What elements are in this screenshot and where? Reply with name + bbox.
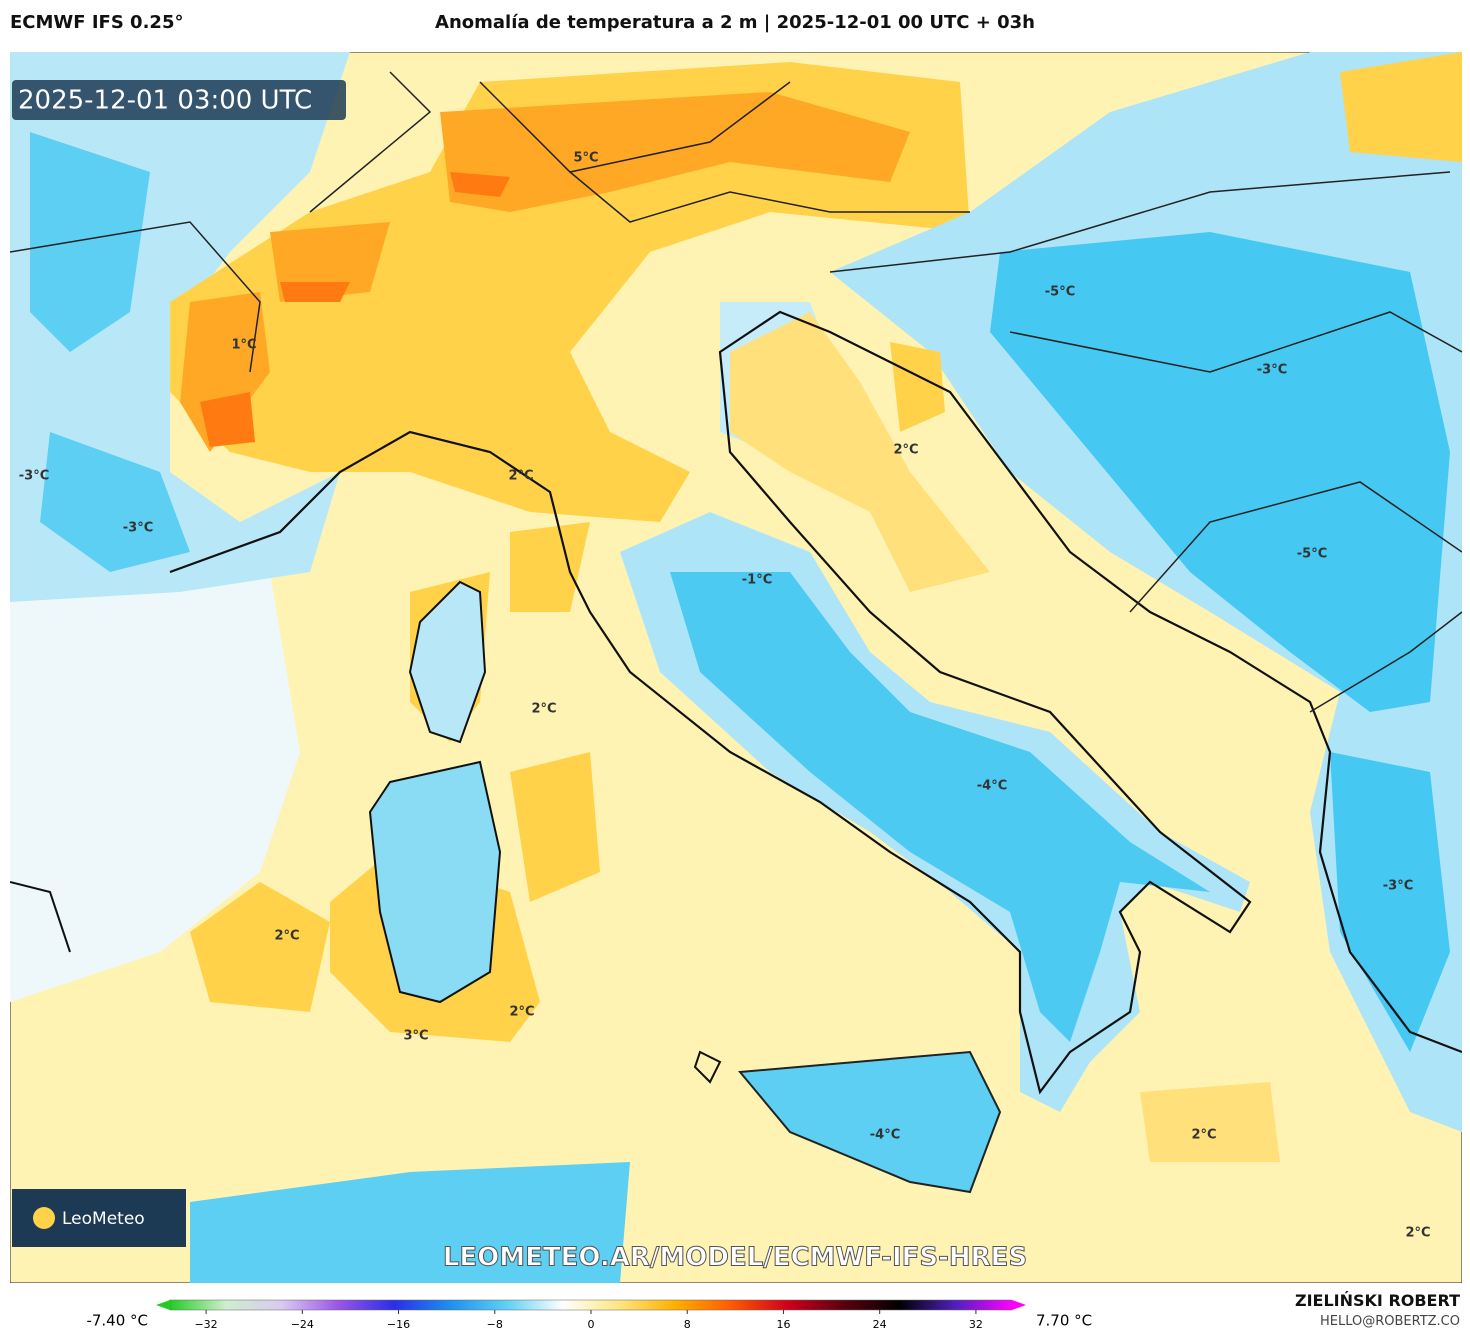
colorbar-max: 7.70 °C — [1036, 1312, 1092, 1330]
map: 5°C 1°C -3°C -3°C 2°C 2°C -1°C -5°C -3°C -5°C 2°C 2… — [10, 52, 1462, 1283]
model-name: ECMWF IFS 0.25° — [10, 12, 184, 33]
warm-area — [190, 522, 600, 1042]
warm-area — [730, 312, 1280, 1162]
logo: LeoMeteo — [62, 1209, 145, 1229]
neutral-area — [10, 522, 300, 1002]
contour-label: 2°C — [508, 469, 533, 484]
contour-label: -4°C — [870, 1128, 900, 1143]
chart-title: Anomalía de temperatura a 2 m | 2025-12-… — [435, 12, 1035, 33]
author: ZIELIŃSKI ROBERT — [1294, 1291, 1460, 1310]
contour-label: -3°C — [19, 469, 49, 484]
contour-label: -5°C — [1297, 547, 1327, 562]
colorbar: -7.40 °C 7.70 °C −32 −24 −16 −8 0 8 16 24 32 — [86, 1299, 1092, 1331]
border — [10, 71, 1462, 713]
colorbar-tick-label: 0 — [588, 1318, 595, 1331]
colorbar-tick-label: 32 — [969, 1318, 983, 1331]
cold-area — [190, 1162, 630, 1283]
contour-label: -3°C — [1383, 879, 1413, 894]
contour-label: 2°C — [1191, 1128, 1216, 1143]
cold-area — [990, 232, 1450, 1052]
contour-label: 2°C — [1405, 1226, 1430, 1241]
contour-label: 5°C — [573, 151, 598, 166]
island — [368, 760, 502, 1004]
colorbar-tick-label: −24 — [291, 1318, 314, 1331]
cold-area — [670, 572, 1210, 1042]
timestamp-box — [12, 80, 346, 120]
colorbar-tick-label: 16 — [776, 1318, 790, 1331]
contour-label: -1°C — [742, 573, 772, 588]
colorbar-tick-label: −8 — [487, 1318, 503, 1331]
colorbar-tick-label: −32 — [194, 1318, 217, 1331]
warm-area — [180, 92, 910, 452]
coastline — [693, 1050, 722, 1084]
watermark: LEOMETEO.AR/MODEL/ECMWF-IFS-HRES — [443, 1243, 1027, 1273]
coastline — [169, 310, 1462, 1095]
colorbar-bar — [169, 1299, 1013, 1311]
contour-label: 2°C — [893, 443, 918, 458]
contour-label: 3°C — [403, 1029, 428, 1044]
colorbar-tick-label: 24 — [873, 1318, 887, 1331]
colorbar-end — [1012, 1300, 1026, 1310]
colorbar-tick-label: −16 — [387, 1318, 410, 1331]
contour-label: -3°C — [123, 521, 153, 536]
colorbar-min: -7.40 °C — [86, 1312, 148, 1330]
contour-label: 1°C — [231, 338, 256, 353]
contour-label: -5°C — [1045, 285, 1075, 300]
cold-area — [738, 1050, 1002, 1194]
colorbar-tick-label: 8 — [684, 1318, 691, 1331]
warm-area — [890, 52, 1462, 432]
contour-label: 2°C — [509, 1005, 534, 1020]
coastline — [10, 881, 71, 953]
logo-sun — [33, 1207, 55, 1229]
warm-area — [200, 172, 510, 447]
colorbar-end — [156, 1300, 170, 1310]
warm-area — [170, 62, 970, 522]
email: HELLO@ROBERTZ.CO — [1319, 1314, 1460, 1329]
island — [408, 580, 487, 744]
timestamp: 2025-12-01 03:00 UTC — [18, 86, 312, 116]
contour-label: 2°C — [531, 702, 556, 717]
contour-label: -4°C — [977, 779, 1007, 794]
contour-label: -3°C — [1257, 363, 1287, 378]
contour-label: 2°C — [274, 929, 299, 944]
